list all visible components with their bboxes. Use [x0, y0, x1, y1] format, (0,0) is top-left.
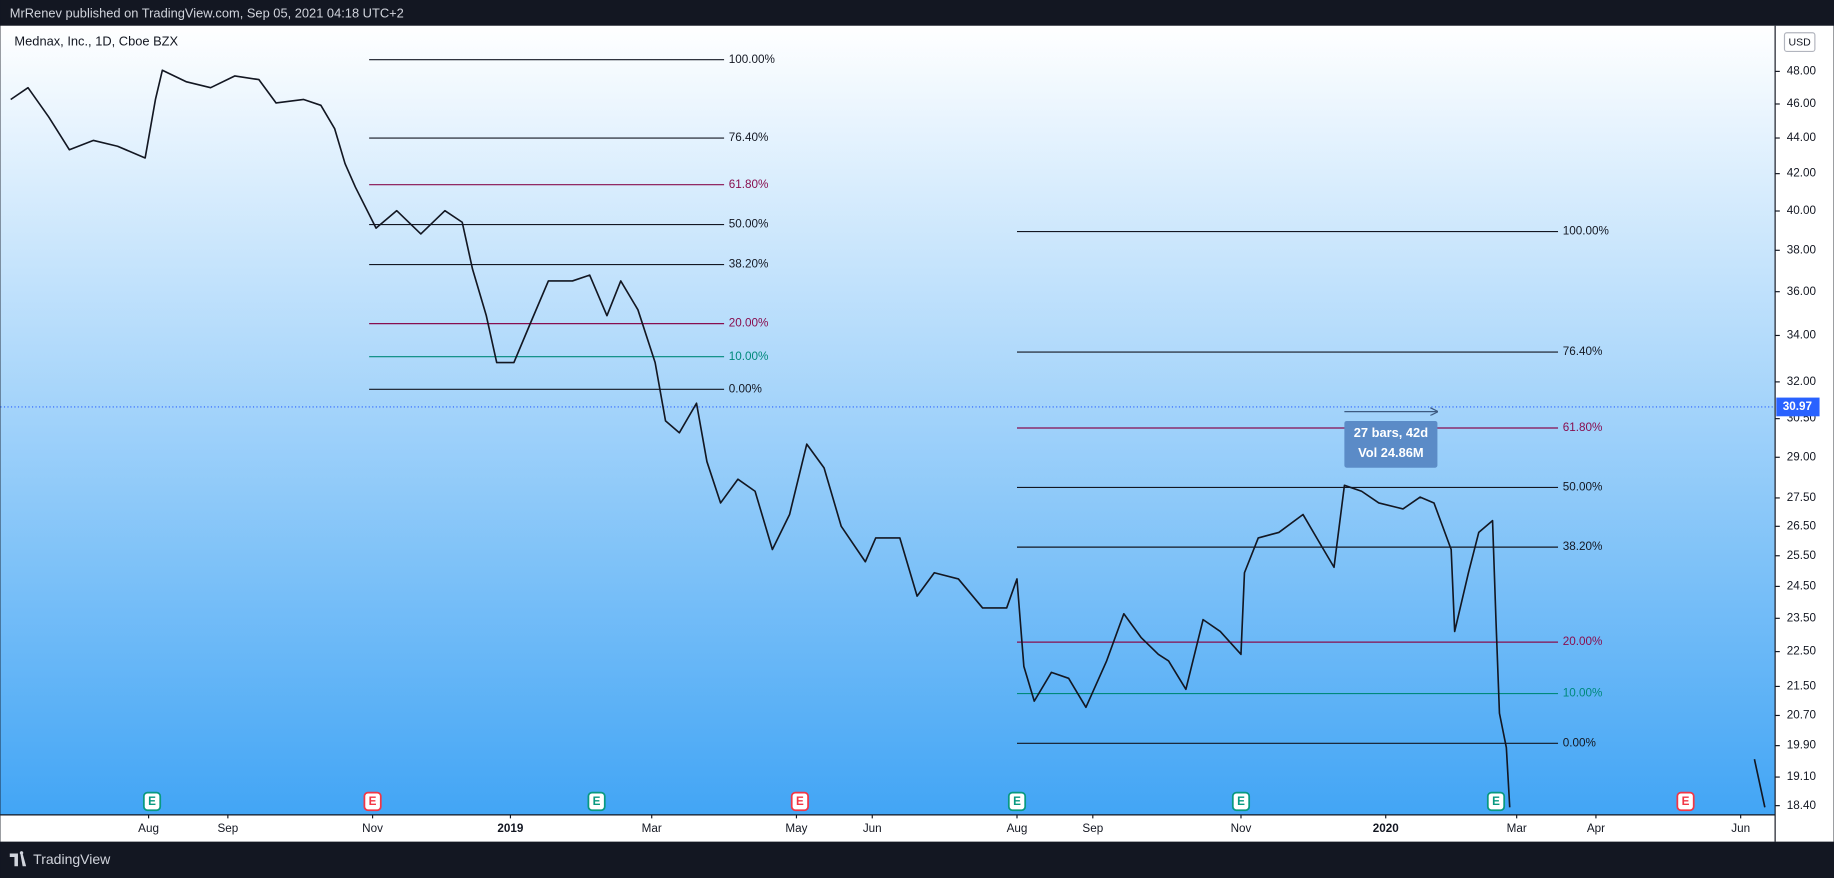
fib-label: 50.00% — [729, 218, 769, 231]
footer-bar — [0, 841, 1834, 878]
fib-label: 0.00% — [729, 382, 762, 395]
earnings-marker — [1676, 791, 1695, 812]
x-tick-label: Jun — [863, 822, 882, 835]
y-tick-label: 40.00 — [1787, 204, 1817, 217]
earnings-label: E — [1492, 795, 1500, 808]
header-bar — [0, 0, 1834, 26]
earnings-label: E — [369, 795, 377, 808]
earnings-label: E — [1013, 795, 1021, 808]
fib-label: 10.00% — [729, 350, 769, 363]
earnings-marker — [587, 791, 606, 812]
y-tick-label: 26.50 — [1787, 519, 1817, 532]
earnings-label: E — [1682, 795, 1690, 808]
y-tick-label: 22.50 — [1787, 645, 1817, 658]
measure-volume: Vol 24.86M — [1358, 445, 1424, 460]
earnings-marker — [1486, 791, 1506, 812]
currency-label: USD — [1789, 36, 1812, 48]
fib-label: 100.00% — [1563, 225, 1609, 238]
y-tick-label: 32.00 — [1787, 375, 1817, 388]
y-tick-label: 19.90 — [1787, 739, 1817, 752]
measure-box — [1344, 420, 1438, 468]
x-tick-label: Nov — [1231, 822, 1252, 835]
plot-layer: 100.00% 76.40% 61.80% 50.00% 38.20% 20.00% 10.… — [0, 53, 1776, 808]
fib-label: 61.80% — [1563, 421, 1603, 434]
y-tick-label: 44.00 — [1787, 131, 1817, 144]
y-tick-label: 38.00 — [1787, 243, 1817, 256]
y-tick-label: 25.50 — [1787, 549, 1817, 562]
fib-label: 61.80% — [729, 178, 769, 191]
fib-label: 50.00% — [1563, 481, 1603, 494]
time-axis — [0, 814, 1776, 842]
price-line — [10, 69, 1766, 808]
x-tick-label: May — [785, 822, 807, 835]
fib-label: 38.20% — [729, 258, 769, 271]
fib-label: 0.00% — [1563, 736, 1596, 749]
fib-label: 20.00% — [1563, 635, 1603, 648]
x-tick-label: Aug — [1007, 822, 1028, 835]
earnings-label: E — [1237, 795, 1245, 808]
x-tick-label: Sep — [217, 822, 238, 835]
earnings-marker — [1231, 791, 1251, 812]
price-axis — [1775, 25, 1834, 842]
y-tick-label: 42.00 — [1787, 167, 1817, 180]
y-tick-label: 21.50 — [1787, 680, 1817, 693]
measure-label: 27 bars, 42d — [1354, 425, 1428, 440]
fib-label: 76.40% — [1563, 345, 1603, 358]
symbol-title: Mednax, Inc., 1D, Cboe BZX — [14, 33, 178, 48]
x-tick-label: 2019 — [497, 822, 524, 835]
last-price-label: 30.97 — [1783, 400, 1812, 413]
fib-label: 76.40% — [729, 131, 769, 144]
y-tick-label: 34.00 — [1787, 329, 1817, 342]
y-tick-label: 48.00 — [1787, 64, 1817, 77]
y-tick-label: 24.50 — [1787, 579, 1817, 592]
y-tick-label: 20.70 — [1787, 709, 1817, 722]
earnings-marker — [790, 791, 809, 812]
earnings-marker — [142, 791, 162, 812]
x-tick-label: Aug — [138, 822, 159, 835]
footer-logo — [9, 851, 27, 867]
x-tick-label: Apr — [1587, 822, 1605, 835]
footer-brand: TradingView — [33, 851, 111, 867]
y-tick-label: 36.00 — [1787, 285, 1817, 298]
y-tick-label: 19.10 — [1787, 770, 1817, 783]
earnings-label: E — [796, 795, 804, 808]
fib-label: 38.20% — [1563, 540, 1603, 553]
fib-label: 20.00% — [729, 317, 769, 330]
y-tick-label: 46.00 — [1787, 97, 1817, 110]
fib-label: 100.00% — [729, 53, 775, 66]
earnings-label: E — [593, 795, 601, 808]
y-tick-label: 27.50 — [1787, 491, 1817, 504]
last-price-badge — [1776, 397, 1820, 417]
earnings-label: E — [148, 795, 156, 808]
x-tick-label: Sep — [1082, 822, 1103, 835]
x-tick-label: Mar — [642, 822, 662, 835]
header-text: MrRenev published on TradingView.com, Se… — [10, 5, 404, 20]
x-tick-label: Nov — [362, 822, 383, 835]
earnings-marker — [363, 791, 382, 812]
y-tick-label: 18.40 — [1787, 799, 1817, 812]
x-tick-label: Mar — [1507, 822, 1527, 835]
currency-button[interactable] — [1783, 32, 1816, 53]
fib-label: 10.00% — [1563, 687, 1603, 700]
earnings-marker — [1007, 791, 1027, 812]
x-tick-label: Jun — [1731, 822, 1750, 835]
plot-area — [0, 25, 1776, 815]
x-tick-label: 2020 — [1373, 822, 1400, 835]
y-tick-label: 23.50 — [1787, 611, 1817, 624]
y-tick-label: 29.00 — [1787, 450, 1817, 463]
